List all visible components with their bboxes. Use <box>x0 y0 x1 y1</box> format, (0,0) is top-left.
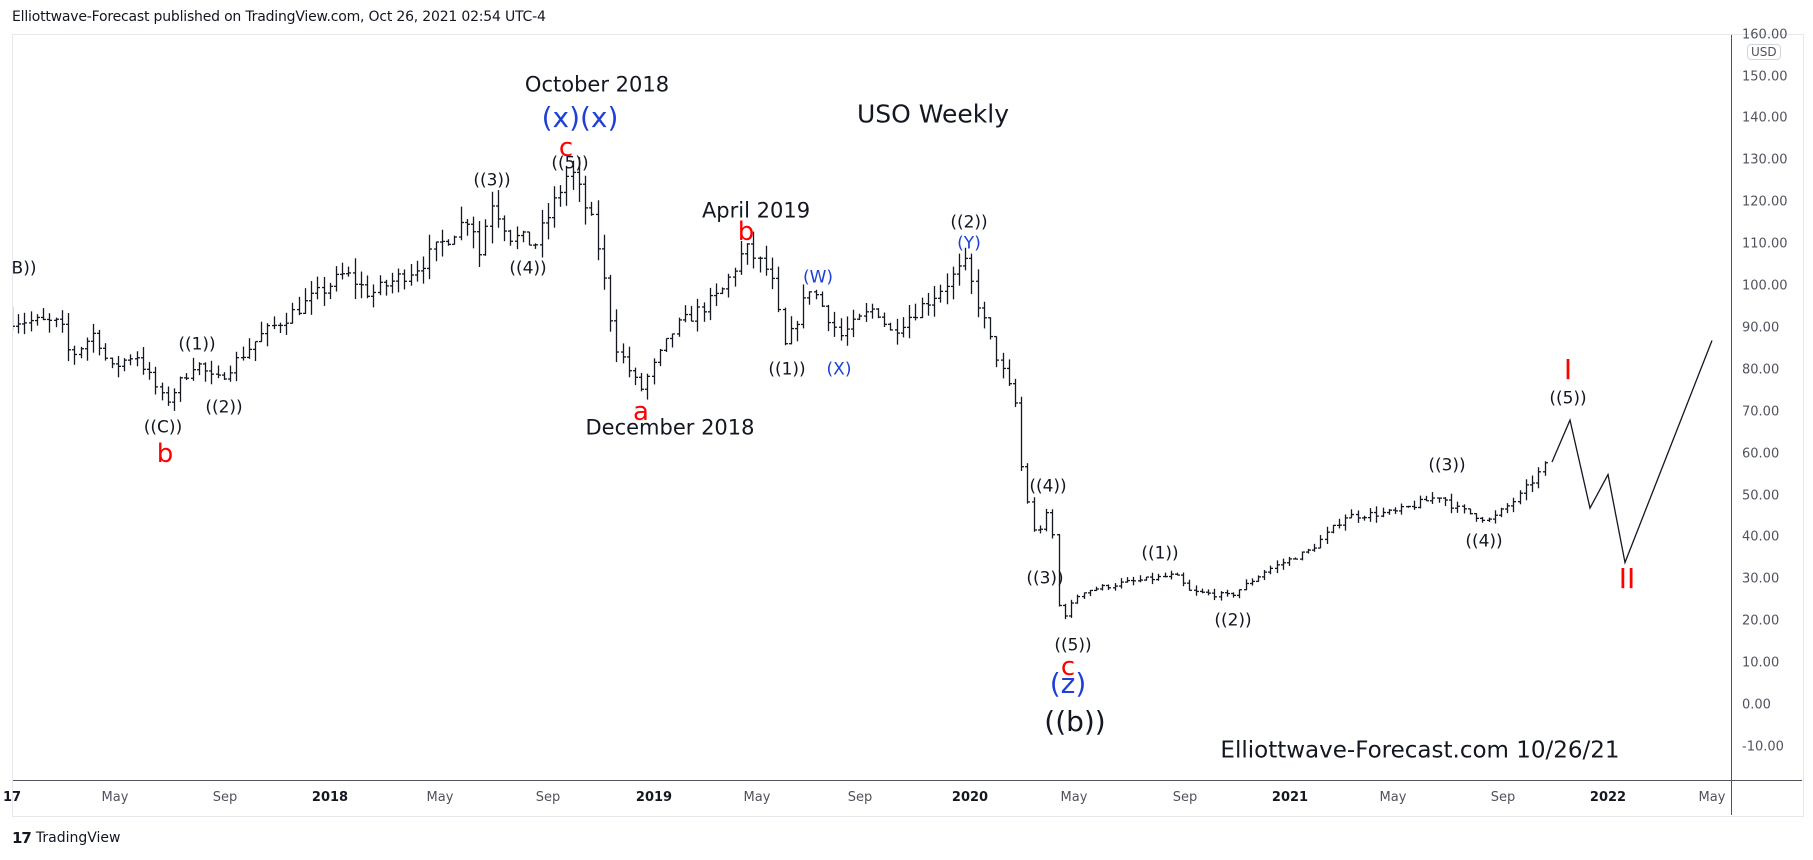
wave-label: (W) <box>802 267 834 288</box>
price-tick-label: 140.00 <box>1742 110 1788 126</box>
time-tick-label: 2018 <box>311 790 349 805</box>
projection-path <box>1551 340 1713 565</box>
wave-label: ((4)) <box>1029 476 1067 497</box>
wave-label: ((2)) <box>1214 610 1252 631</box>
wave-label: ((1)) <box>178 334 216 355</box>
tradingview-logo-icon: 17 <box>12 829 32 847</box>
wave-label: II <box>1618 562 1636 596</box>
time-tick-label: 2020 <box>951 790 989 805</box>
time-tick-label: May <box>426 790 454 805</box>
wave-label: c <box>1060 652 1076 683</box>
price-tick-label: 70.00 <box>1742 404 1780 420</box>
time-tick-label: Sep <box>535 790 561 805</box>
wave-label: ((2)) <box>950 212 988 233</box>
wave-label: (X) <box>826 359 852 380</box>
ohlc-bars <box>13 157 1548 620</box>
wave-label: ((3)) <box>1428 455 1466 476</box>
wave-label: ((5)) <box>1549 388 1587 409</box>
time-tick-label: Sep <box>1490 790 1516 805</box>
wave-label: ((3)) <box>473 170 511 191</box>
chart-plot-area[interactable]: B)) ((C)) b ((1)) ((2)) ((3)) ((4)) October 201… <box>13 35 1731 780</box>
price-tick-label: 150.00 <box>1742 69 1788 84</box>
price-tick-label: 10.00 <box>1742 655 1780 671</box>
price-tick-label: -10.00 <box>1742 739 1784 755</box>
price-tick-label: 130.00 <box>1742 152 1788 168</box>
time-tick-label: 17 <box>2 790 22 805</box>
wave-label: c <box>558 132 574 163</box>
wave-label: October 2018 <box>524 72 670 97</box>
wave-label: ((b)) <box>1044 704 1106 738</box>
wave-label: ((1)) <box>1141 543 1179 564</box>
price-axis[interactable]: 160.00 150.00 140.00 130.00 120.00 110.00 100.… <box>1731 27 1802 780</box>
time-tick-label: 2022 <box>1589 790 1627 805</box>
time-tick-label: May <box>1060 790 1088 805</box>
time-tick-label: Sep <box>1172 790 1198 805</box>
time-tick-label: Sep <box>212 790 238 805</box>
price-tick-label: 60.00 <box>1742 446 1780 462</box>
wave-label: ((3)) <box>1026 568 1064 589</box>
published-header: Elliottwave-Forecast published on Tradin… <box>12 9 546 25</box>
price-tick-label: 90.00 <box>1742 320 1780 336</box>
tradingview-brand: TradingView <box>35 830 121 846</box>
currency-badge[interactable]: USD <box>1747 44 1781 60</box>
axis-corner <box>1731 780 1802 815</box>
time-axis[interactable]: 17 May Sep 2018 May Sep 2019 May Sep 2020 May Sep 20… <box>3 780 1731 815</box>
wave-label: a <box>633 396 649 427</box>
wave-label: ((5)) <box>551 153 589 174</box>
wave-label: B)) <box>13 258 37 279</box>
wave-label: ((5)) <box>1054 635 1092 656</box>
wave-label: (x)(x) <box>541 101 619 135</box>
chart-frame <box>12 34 1804 817</box>
footer-branding[interactable]: 17 TradingView <box>12 829 120 847</box>
watermark-text: Elliottwave-Forecast.com 10/26/21 <box>1220 737 1620 764</box>
time-tick-label: May <box>1698 790 1726 805</box>
chart-title: USO Weekly <box>856 99 1010 129</box>
price-tick-label: 40.00 <box>1742 529 1780 545</box>
wave-label: (z) <box>1049 667 1087 701</box>
wave-label: ((4)) <box>509 258 547 279</box>
price-tick-label: 0.00 <box>1742 697 1771 713</box>
time-tick-label: 2019 <box>635 790 673 805</box>
time-tick-label: May <box>743 790 771 805</box>
time-tick-label: 2021 <box>1271 790 1309 805</box>
wave-label: April 2019 <box>701 198 811 223</box>
price-tick-label: 160.00 <box>1742 27 1788 43</box>
price-tick-label: 20.00 <box>1742 613 1780 629</box>
wave-label: ((C)) <box>143 417 183 438</box>
price-tick-label: 110.00 <box>1742 236 1788 252</box>
wave-label: (Y) <box>957 233 981 254</box>
wave-label: I <box>1563 352 1573 386</box>
price-tick-label: 30.00 <box>1742 571 1780 587</box>
wave-label: ((4)) <box>1465 531 1503 552</box>
price-tick-label: 80.00 <box>1742 362 1780 378</box>
wave-label: b <box>737 216 755 247</box>
time-tick-label: May <box>1379 790 1407 805</box>
wave-label: ((1)) <box>768 359 806 380</box>
price-tick-label: 50.00 <box>1742 488 1780 503</box>
wave-label: December 2018 <box>585 415 755 440</box>
price-bars-chart <box>13 157 1713 620</box>
wave-label: b <box>156 438 174 469</box>
price-tick-label: 100.00 <box>1742 278 1788 294</box>
wave-label: ((2)) <box>205 397 243 417</box>
time-tick-label: May <box>101 790 129 805</box>
time-tick-label: Sep <box>847 790 873 805</box>
price-tick-label: 120.00 <box>1742 194 1788 210</box>
